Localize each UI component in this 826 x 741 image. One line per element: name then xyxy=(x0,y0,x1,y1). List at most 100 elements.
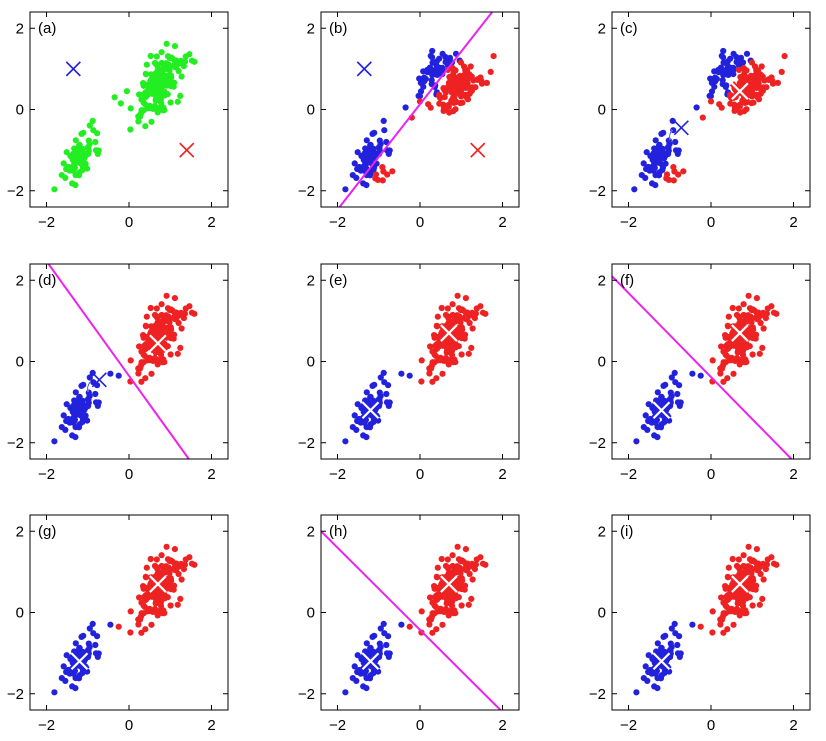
data-point-blue xyxy=(377,374,384,381)
data-point-red xyxy=(158,552,165,559)
y-tick-label: 0 xyxy=(16,605,24,622)
x-tick-label: −2 xyxy=(620,717,637,734)
data-point-blue xyxy=(362,164,369,171)
data-point-red xyxy=(146,605,153,612)
x-tick-label: 0 xyxy=(125,717,133,734)
centroid-blue-cross xyxy=(356,61,372,77)
data-point-red xyxy=(431,602,438,609)
data-point-red xyxy=(468,595,475,603)
data-point-green xyxy=(60,160,67,167)
data-point-red xyxy=(759,595,766,603)
data-point-red xyxy=(433,375,440,382)
data-point-blue xyxy=(63,417,70,425)
data-point-red xyxy=(725,313,732,320)
data-point-green xyxy=(94,130,101,137)
data-point-blue xyxy=(76,394,83,401)
data-point-red xyxy=(168,584,175,591)
data-point-red xyxy=(709,629,716,636)
data-point-red xyxy=(472,310,479,317)
data-point-red xyxy=(738,344,745,351)
data-point-green xyxy=(175,67,182,75)
data-point-red xyxy=(745,292,752,299)
data-point-red xyxy=(433,626,440,633)
data-point-green xyxy=(182,53,189,60)
data-point-blue xyxy=(363,137,370,144)
panel-label: (a) xyxy=(38,20,56,37)
data-point-blue xyxy=(115,372,122,379)
data-point-blue xyxy=(94,633,101,640)
data-point-red xyxy=(464,309,471,316)
data-point-red xyxy=(663,175,670,182)
data-point-red xyxy=(468,344,475,351)
decision-boundary-line xyxy=(47,264,190,459)
data-point-red xyxy=(734,600,741,607)
data-point-blue xyxy=(676,633,683,640)
data-point-red xyxy=(177,344,184,351)
centroid-blue-cross xyxy=(651,651,672,672)
data-point-blue xyxy=(363,434,370,441)
panel-a: −2 0 2 2 0 −2 (a) xyxy=(7,11,229,231)
data-point-green xyxy=(152,97,159,104)
data-point-red xyxy=(147,304,154,312)
data-point-blue xyxy=(71,397,78,404)
x-tick-label: −2 xyxy=(38,717,55,734)
decision-boundary-line xyxy=(321,530,502,710)
data-point-green xyxy=(127,126,134,133)
data-point-red xyxy=(427,343,434,350)
data-point-blue xyxy=(656,142,663,149)
data-point-blue xyxy=(62,426,69,433)
centroid-blue-cross xyxy=(651,400,672,421)
data-point-red xyxy=(137,614,144,621)
data-point-red xyxy=(745,314,752,322)
data-point-red xyxy=(735,556,742,563)
y-tick-label: −2 xyxy=(589,435,606,452)
data-point-blue xyxy=(51,689,58,696)
data-point-blue xyxy=(722,83,729,90)
data-point-green xyxy=(158,49,165,56)
data-point-blue xyxy=(654,685,661,692)
data-point-blue xyxy=(416,93,423,100)
data-point-red xyxy=(428,614,435,621)
data-point-green xyxy=(63,149,70,156)
data-point-red xyxy=(440,341,447,348)
data-point-red xyxy=(171,295,178,302)
data-point-red xyxy=(142,322,149,329)
data-point-green xyxy=(142,123,149,130)
data-point-blue xyxy=(95,399,102,406)
data-point-green xyxy=(111,94,118,101)
y-tick-label: −2 xyxy=(7,435,24,452)
data-point-blue xyxy=(693,104,700,111)
data-point-red xyxy=(724,375,731,382)
data-point-red xyxy=(483,79,490,86)
data-point-red xyxy=(671,168,678,175)
data-point-red xyxy=(444,305,451,312)
data-point-blue xyxy=(342,689,349,696)
data-point-red xyxy=(764,305,771,312)
data-point-red xyxy=(156,356,163,364)
data-point-green xyxy=(136,91,143,98)
data-point-red xyxy=(154,314,161,321)
data-point-red xyxy=(778,68,785,75)
data-point-red xyxy=(442,605,449,613)
data-point-green xyxy=(51,186,58,193)
plot-area xyxy=(631,47,788,193)
data-point-blue xyxy=(381,127,388,134)
centroid-blue-cross xyxy=(360,651,381,672)
data-point-blue xyxy=(720,54,727,61)
data-point-green xyxy=(135,118,142,125)
data-point-red xyxy=(479,560,487,567)
data-point-red xyxy=(743,344,750,351)
data-point-red xyxy=(447,607,454,615)
data-point-green xyxy=(177,92,184,99)
data-point-blue xyxy=(342,186,349,193)
data-point-red xyxy=(167,602,174,609)
data-point-blue xyxy=(653,159,661,166)
data-point-red xyxy=(743,595,750,602)
data-point-blue xyxy=(643,149,650,156)
data-point-blue xyxy=(708,88,716,95)
data-point-red xyxy=(137,363,144,370)
data-point-red xyxy=(158,301,165,308)
data-point-blue xyxy=(667,640,674,647)
data-point-red xyxy=(459,333,466,340)
plot-area xyxy=(612,275,793,459)
